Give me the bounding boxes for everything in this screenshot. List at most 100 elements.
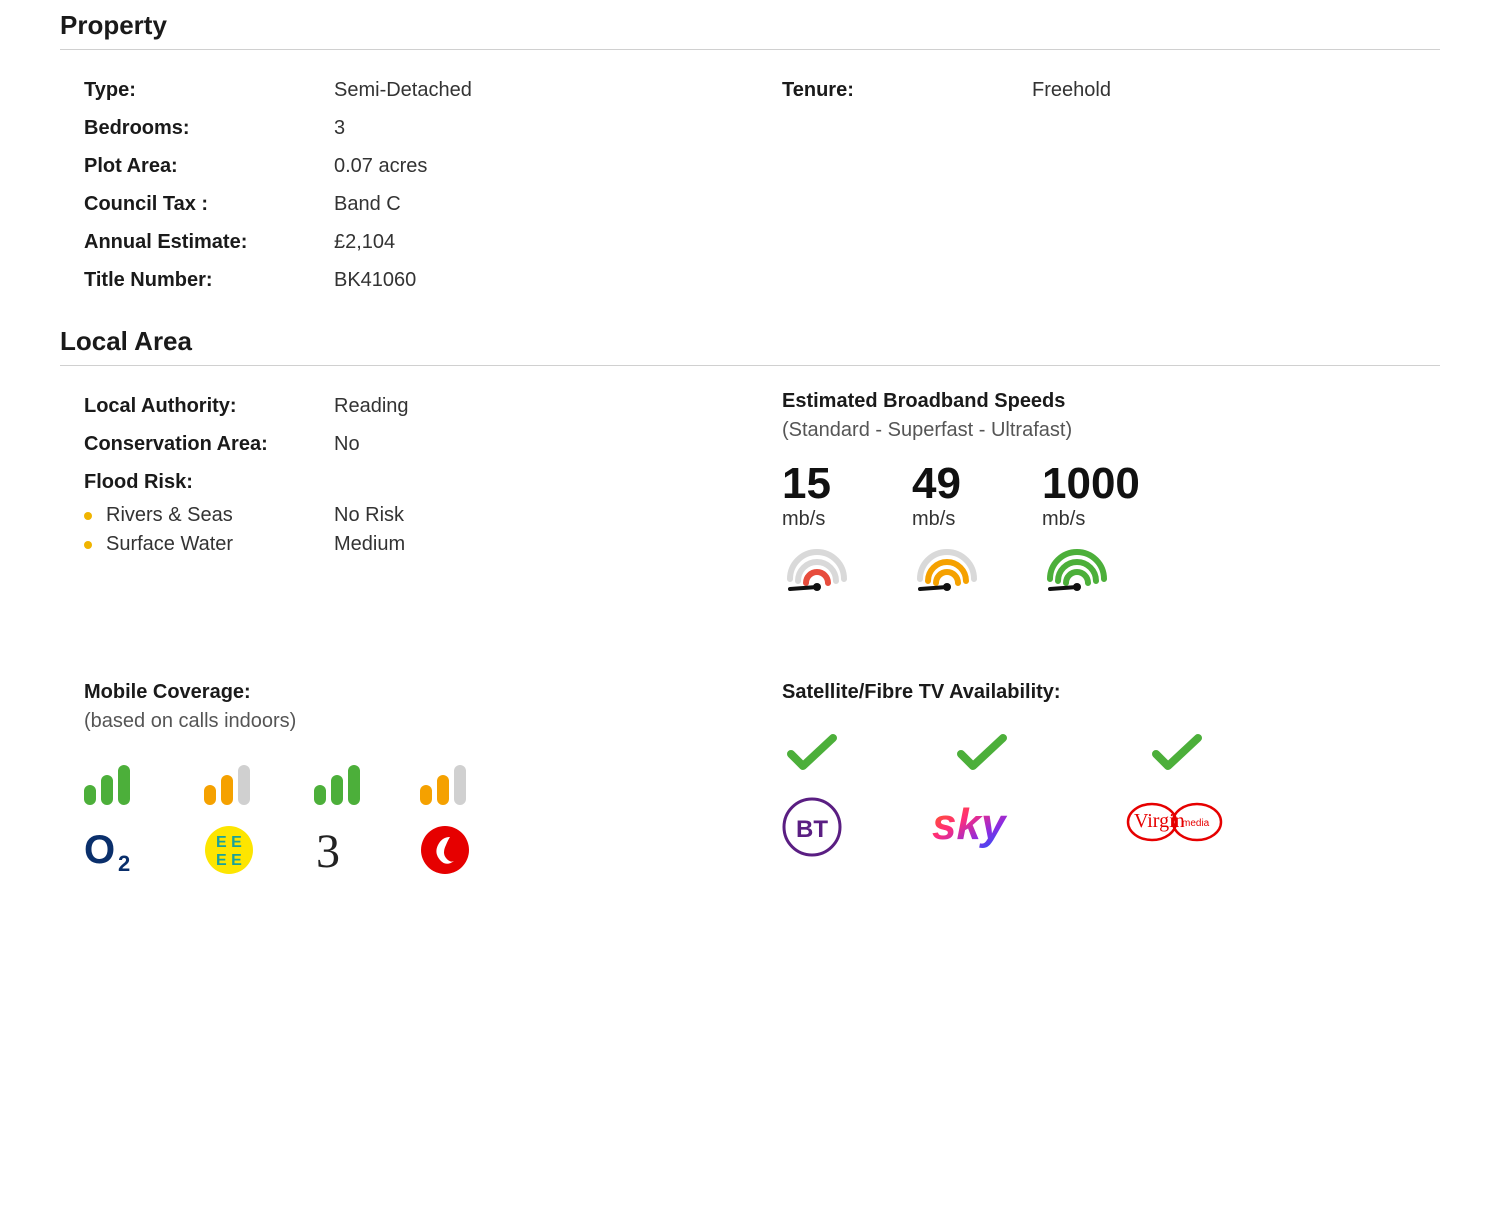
signal-bar (84, 785, 96, 805)
property-row: Type:Semi-Detached (84, 74, 742, 106)
sky-logo-icon: sky (932, 797, 1032, 857)
flood-label: Surface Water (106, 533, 334, 556)
signal-bars-icon (420, 763, 466, 805)
svg-text:sky: sky (932, 800, 1008, 849)
bullet-dot-icon (84, 512, 92, 520)
kv-key: Tenure: (782, 74, 1032, 106)
property-columns: Type:Semi-DetachedBedrooms:3Plot Area:0.… (60, 74, 1440, 302)
broadband-subtitle: (Standard - Superfast - Ultrafast) (782, 419, 1440, 442)
kv-key: Flood Risk: (84, 466, 334, 498)
divider (60, 49, 1440, 50)
speed-item: 15mb/s (782, 462, 852, 591)
tv-provider-sky: sky (932, 734, 1032, 862)
signal-bar (331, 775, 343, 805)
signal-bar (118, 765, 130, 805)
flood-risk-item: Surface WaterMedium (84, 533, 742, 556)
tv-provider-virgin-media: Virginmedia (1122, 734, 1232, 862)
broadband-title: Estimated Broadband Speeds (782, 390, 1440, 413)
signal-bar (454, 765, 466, 805)
three-logo-icon: 3 (314, 825, 358, 880)
kv-val: BK41060 (334, 264, 416, 296)
carrier-vodafone (420, 763, 470, 880)
svg-text:E E: E E (216, 852, 242, 869)
signal-bars-icon (84, 763, 130, 805)
svg-text:BT: BT (796, 816, 828, 843)
flood-value: No Risk (334, 504, 404, 527)
speed-value: 49 (912, 462, 982, 506)
vodafone-logo-icon (420, 825, 470, 880)
signal-bars-icon (204, 763, 250, 805)
flood-risk-item: Rivers & SeasNo Risk (84, 504, 742, 527)
property-heading: Property (60, 10, 1440, 41)
kv-key: Local Authority: (84, 390, 334, 422)
svg-text:media: media (1182, 818, 1210, 829)
svg-text:Virgin: Virgin (1134, 810, 1185, 832)
signal-bar (437, 775, 449, 805)
kv-key: Title Number: (84, 264, 334, 296)
tv-grid: BT sky Virginmedia (782, 734, 1440, 862)
kv-val: Reading (334, 390, 409, 422)
kv-key: Bedrooms: (84, 112, 334, 144)
signal-bar (101, 775, 113, 805)
property-row: Council Tax :Band C (84, 188, 742, 220)
property-row: Annual Estimate:£2,104 (84, 226, 742, 258)
coverage-grid: O2 E EE E 3 (84, 763, 742, 880)
tv-availability-title: Satellite/Fibre TV Availability: (782, 681, 1440, 704)
property-row: Plot Area:0.07 acres (84, 150, 742, 182)
signal-bar (238, 765, 250, 805)
kv-key: Conservation Area: (84, 428, 334, 460)
kv-val: Freehold (1032, 74, 1111, 106)
carrier-three: 3 (314, 763, 360, 880)
svg-text:2: 2 (118, 851, 130, 875)
speed-item: 49mb/s (912, 462, 982, 591)
speed-item: 1000mb/s (1042, 462, 1140, 591)
kv-val: No (334, 428, 360, 460)
tv-provider-bt: BT (782, 734, 842, 862)
kv-val: £2,104 (334, 226, 395, 258)
check-icon (1152, 734, 1202, 772)
localarea-row: Conservation Area:No (84, 428, 742, 460)
kv-val: 0.07 acres (334, 150, 427, 182)
kv-key: Annual Estimate: (84, 226, 334, 258)
signal-bar (348, 765, 360, 805)
divider (60, 365, 1440, 366)
signal-bar (221, 775, 233, 805)
property-row: Bedrooms:3 (84, 112, 742, 144)
property-row: Tenure:Freehold (782, 74, 1440, 106)
kv-val: Semi-Detached (334, 74, 472, 106)
lower-columns: Mobile Coverage: (based on calls indoors)… (60, 681, 1440, 880)
ee-logo-icon: E EE E (204, 825, 254, 880)
wifi-gauge-icon (782, 549, 852, 591)
kv-val: Band C (334, 188, 401, 220)
o2-logo-icon: O2 (84, 825, 144, 880)
localarea-heading: Local Area (60, 326, 1440, 357)
mobile-coverage-title: Mobile Coverage: (84, 681, 742, 704)
check-icon (957, 734, 1007, 772)
broadband-speeds: 15mb/s 49mb/s 1000mb/s (782, 462, 1440, 591)
signal-bar (204, 785, 216, 805)
flood-label: Rivers & Seas (106, 504, 334, 527)
property-row: Title Number:BK41060 (84, 264, 742, 296)
speed-unit: mb/s (1042, 508, 1140, 531)
speed-unit: mb/s (782, 508, 852, 531)
svg-text:E E: E E (216, 834, 242, 851)
flood-risk-label: Flood Risk: (84, 466, 742, 498)
kv-key: Plot Area: (84, 150, 334, 182)
kv-val: 3 (334, 112, 345, 144)
speed-value: 1000 (1042, 462, 1140, 506)
mobile-coverage-subtitle: (based on calls indoors) (84, 710, 742, 733)
kv-key: Type: (84, 74, 334, 106)
bullet-dot-icon (84, 541, 92, 549)
localarea-row: Local Authority:Reading (84, 390, 742, 422)
speed-unit: mb/s (912, 508, 982, 531)
flood-value: Medium (334, 533, 405, 556)
signal-bar (314, 785, 326, 805)
carrier-o2: O2 (84, 763, 144, 880)
carrier-ee: E EE E (204, 763, 254, 880)
localarea-columns: Local Authority:ReadingConservation Area… (60, 390, 1440, 591)
svg-text:3: 3 (316, 825, 340, 875)
signal-bar (420, 785, 432, 805)
wifi-gauge-icon (1042, 549, 1112, 591)
speed-value: 15 (782, 462, 852, 506)
check-icon (787, 734, 837, 772)
